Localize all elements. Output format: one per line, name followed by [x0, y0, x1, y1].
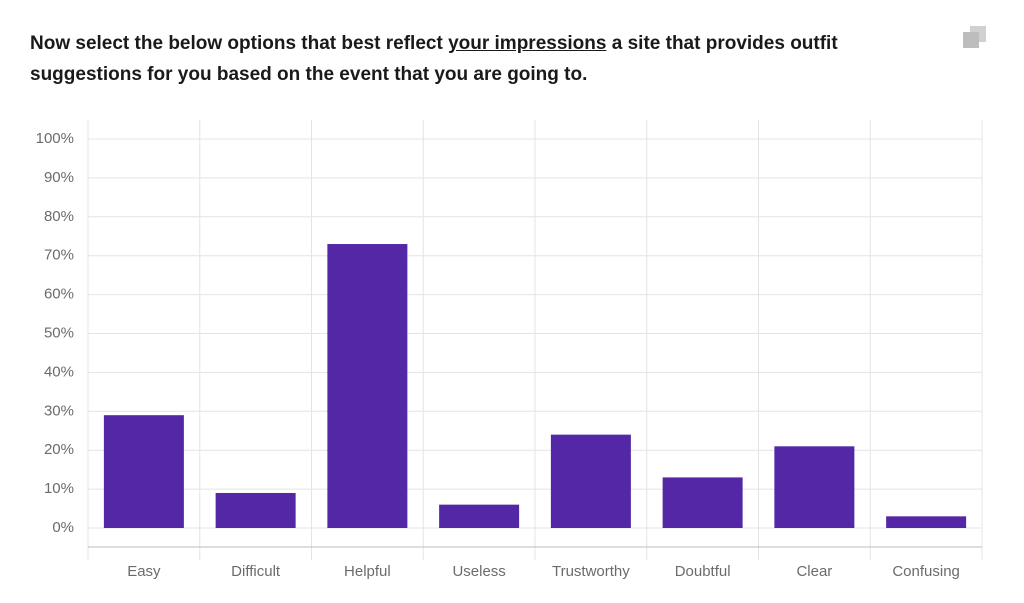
copy-icon[interactable] — [963, 26, 986, 48]
bar — [215, 492, 296, 528]
title-underlined: your impressions — [448, 33, 607, 54]
y-tick-label: 80% — [44, 208, 74, 225]
y-tick-label: 90% — [44, 169, 74, 186]
x-tick-label: Doubtful — [675, 563, 731, 580]
copy-icon-front — [963, 32, 979, 48]
title-text: Now select the below options that best r… — [30, 33, 449, 54]
y-tick-label: 10% — [44, 480, 74, 497]
bar — [886, 516, 967, 528]
x-tick-label: Difficult — [231, 563, 281, 580]
bar — [662, 477, 743, 528]
question-title: Now select the below options that best r… — [30, 28, 950, 90]
y-tick-label: 100% — [36, 130, 74, 147]
x-tick-label: Helpful — [344, 563, 391, 580]
x-tick-label: Clear — [796, 563, 832, 580]
y-tick-label: 70% — [44, 247, 74, 264]
bar — [103, 415, 184, 528]
bar — [439, 504, 520, 528]
y-tick-label: 30% — [44, 402, 74, 419]
x-tick-label: Useless — [452, 563, 505, 580]
bar — [774, 446, 855, 528]
y-tick-label: 40% — [44, 363, 74, 380]
bar — [327, 244, 408, 528]
y-tick-label: 50% — [44, 324, 74, 341]
x-tick-label: Confusing — [892, 563, 960, 580]
y-tick-label: 20% — [44, 441, 74, 458]
title-text: a site that provides outfit suggestions … — [30, 33, 838, 85]
x-tick-label: Easy — [127, 563, 161, 580]
bar — [550, 434, 631, 528]
x-tick-label: Trustworthy — [552, 563, 630, 580]
y-tick-label: 60% — [44, 286, 74, 303]
y-tick-label: 0% — [52, 519, 74, 536]
